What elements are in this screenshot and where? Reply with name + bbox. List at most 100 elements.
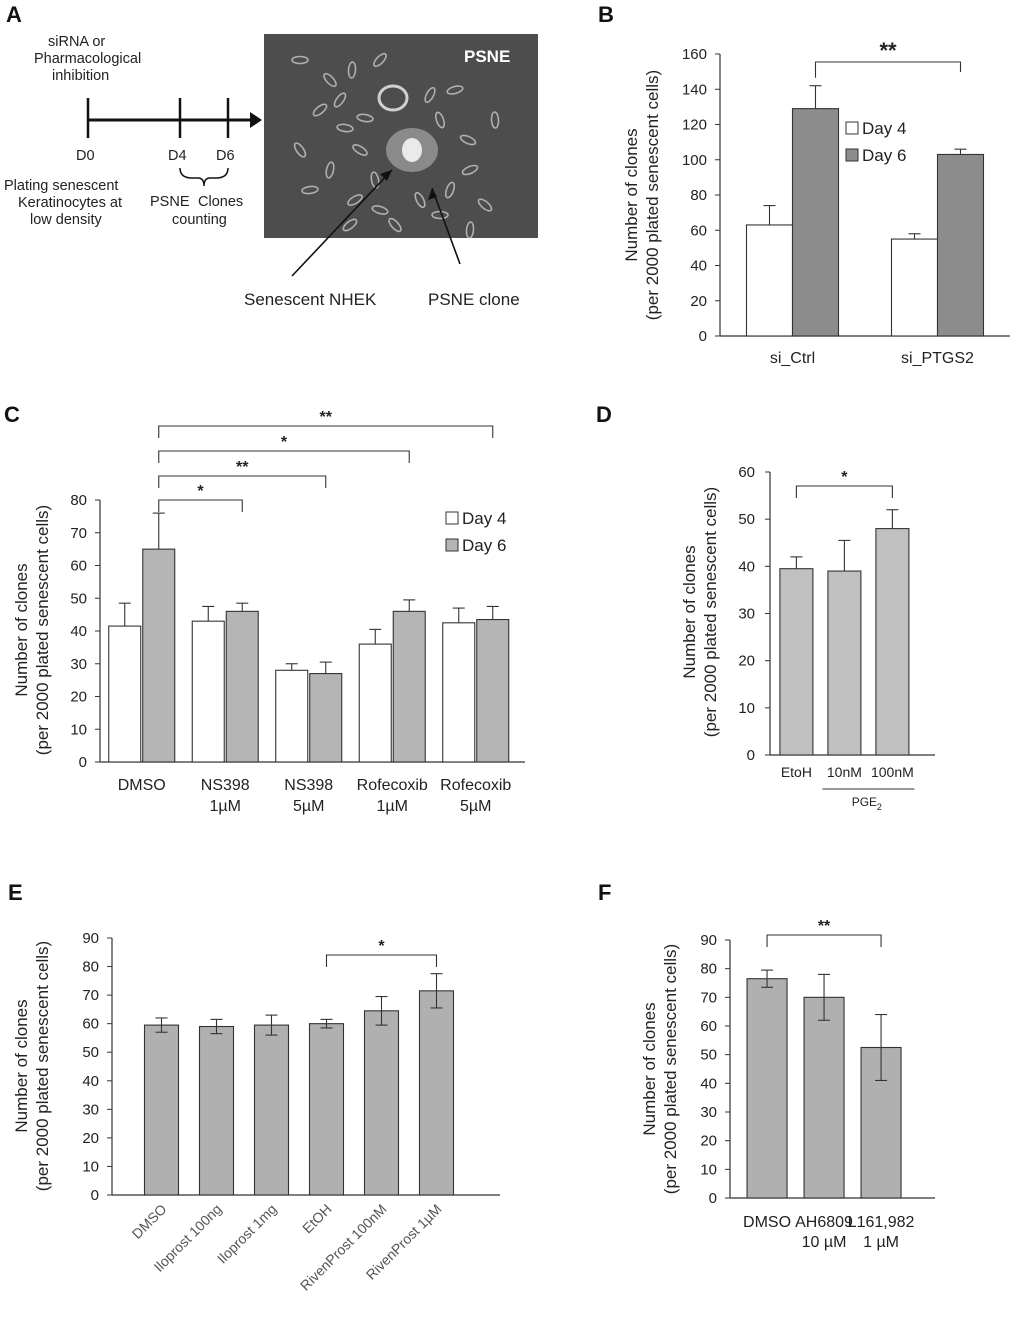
micrograph-cell [347, 61, 357, 79]
micrograph-cell-ring [377, 84, 409, 112]
micrograph-cell [336, 123, 354, 133]
panel-e-chart: E 0 10 20 30 40 50 60 70 80 90 Number of clones (per… [8, 880, 500, 1294]
y-tick-label: 20 [738, 653, 755, 670]
bar [791, 108, 840, 337]
panel-letter-b: B [598, 2, 614, 27]
y-tick-label: 0 [699, 328, 707, 345]
x-tick-label: EtoH [781, 764, 812, 780]
micrograph-cell [371, 205, 389, 215]
significance-label: * [841, 469, 848, 486]
micrograph-cell [347, 194, 363, 206]
significance-bracket [814, 61, 962, 78]
y-tick-label: 20 [70, 689, 87, 706]
y-tick-label: 0 [747, 747, 755, 764]
x-tick-label: Iloprost 1mg [214, 1201, 280, 1267]
bar [309, 673, 343, 763]
x-tick-label: EtOH [299, 1201, 335, 1237]
panel-letter-e: E [8, 880, 23, 905]
micrograph-cell [312, 103, 328, 117]
significance-label: * [281, 434, 288, 451]
panel-letter-f: F [598, 880, 611, 905]
y-tick-label: 100 [682, 152, 707, 169]
y-axis-label: (per 2000 plated senescent cells) [661, 944, 680, 1194]
micrograph-cell [446, 85, 464, 95]
y-tick-label: 40 [82, 1073, 99, 1090]
y-tick-label: 90 [82, 930, 99, 947]
y-axis-label: Number of clones [680, 545, 699, 678]
panel-letter-d: D [596, 402, 612, 427]
panel-letter-a: A [6, 2, 22, 27]
y-axis-label: Number of clones [12, 999, 31, 1132]
y-tick-label: 160 [682, 46, 707, 63]
micrograph-cell [293, 142, 307, 158]
bar [198, 1025, 235, 1196]
panel-d-chart: D 0 10 20 30 40 50 60 Number of clones (per 2000 … [596, 402, 935, 812]
y-tick-label: 90 [700, 932, 717, 949]
y-tick-label: 30 [70, 656, 87, 673]
bar [875, 528, 910, 756]
y-tick-label: 120 [682, 117, 707, 134]
y-tick-label: 30 [700, 1104, 717, 1121]
x-tick-label: 5µM [460, 798, 491, 815]
bar [308, 1023, 345, 1196]
y-tick-label: 40 [738, 558, 755, 575]
micrograph-cell [459, 134, 477, 146]
bar [779, 568, 814, 756]
y-tick-label: 60 [82, 1016, 99, 1033]
micrograph-cell [370, 171, 380, 189]
micrograph-cell [414, 191, 426, 209]
micrograph-cell [323, 72, 337, 88]
y-tick-label: 80 [690, 187, 707, 204]
y-axis-label: (per 2000 plated senescent cells) [643, 70, 662, 320]
group-label: PGE [852, 795, 877, 809]
timeline-bottom-line-3: low density [30, 212, 102, 228]
significance-bracket [766, 934, 882, 947]
timeline-top-line-3: inhibition [52, 68, 109, 84]
y-tick-label: 70 [82, 987, 99, 1004]
y-axis-label: (per 2000 plated senescent cells) [33, 505, 52, 755]
micrograph-cell [465, 221, 475, 239]
bar [275, 669, 309, 763]
y-axis-label: Number of clones [622, 128, 641, 261]
significance-label: * [197, 483, 204, 500]
micrograph-cell [424, 86, 436, 104]
x-tick-label: DMSO [743, 1214, 791, 1231]
x-tick-label: NS398 [284, 777, 333, 794]
micrograph-cell [342, 218, 358, 232]
y-tick-label: 0 [91, 1187, 99, 1204]
y-tick-label: 20 [82, 1130, 99, 1147]
bar [363, 1010, 400, 1196]
micrograph-cell [477, 198, 493, 212]
x-tick-label: 10 µM [802, 1234, 847, 1251]
timeline-top-line-2: Pharmacological [34, 51, 141, 67]
x-tick-label: Rofecoxib [440, 777, 511, 794]
timeline-label-d6: D6 [216, 148, 235, 164]
y-tick-label: 10 [738, 700, 755, 717]
timeline-bottom-line-2: Keratinocytes at [18, 195, 122, 211]
x-tick-label: 10nM [827, 764, 862, 780]
micrograph-cell [333, 92, 347, 108]
y-tick-label: 20 [700, 1133, 717, 1150]
y-tick-label: 80 [700, 961, 717, 978]
micrograph: PSNE [264, 34, 538, 239]
legend-label: Day 6 [862, 146, 906, 165]
y-tick-label: 30 [82, 1101, 99, 1118]
timeline-counting-label: counting [172, 212, 227, 228]
micrograph-cell [352, 144, 368, 156]
micrograph-cell [301, 185, 319, 195]
bar [108, 625, 142, 763]
y-tick-label: 10 [70, 721, 87, 738]
bar [142, 548, 176, 763]
timeline-label-d4: D4 [168, 148, 187, 164]
significance-label: ** [818, 918, 831, 935]
panel-b-chart: B 0 20 40 60 80 100 120 140 160 Number of clones (p… [598, 2, 1010, 367]
callout-arrowhead-senescent [380, 170, 392, 181]
y-tick-label: 50 [700, 1047, 717, 1064]
legend-swatch [845, 148, 859, 162]
callout-arrowhead-psne [428, 188, 437, 200]
bar [225, 610, 259, 763]
significance-label: ** [320, 409, 333, 426]
y-tick-label: 80 [82, 959, 99, 976]
legend-label: Day 6 [462, 536, 506, 555]
